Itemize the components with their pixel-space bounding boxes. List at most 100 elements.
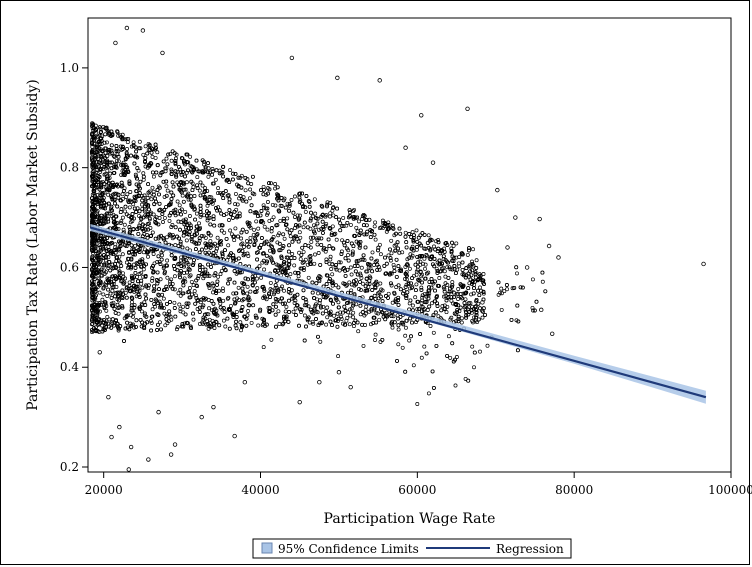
scatter-point xyxy=(287,230,292,235)
scatter-point xyxy=(351,216,356,221)
scatter-point xyxy=(179,258,184,263)
scatter-point xyxy=(329,298,333,303)
scatter-point xyxy=(259,275,264,280)
scatter-point xyxy=(91,275,96,280)
scatter-point xyxy=(108,291,113,296)
scatter-point xyxy=(162,194,167,199)
scatter-point xyxy=(99,267,104,272)
scatter-point xyxy=(137,305,142,310)
scatter-point xyxy=(452,311,457,316)
scatter-point xyxy=(168,300,172,304)
scatter-point xyxy=(155,188,160,192)
scatter-point xyxy=(305,225,310,230)
scatter-point xyxy=(342,282,347,286)
scatter-point xyxy=(164,193,169,198)
scatter-point xyxy=(244,323,249,328)
scatter-point xyxy=(281,302,286,306)
scatter-point xyxy=(198,262,202,267)
scatter-point xyxy=(246,309,251,313)
scatter-point xyxy=(176,291,181,296)
scatter-point xyxy=(135,176,139,181)
scatter-point xyxy=(408,298,413,303)
scatter-point xyxy=(131,140,136,145)
scatter-point xyxy=(415,254,420,259)
scatter-point xyxy=(94,150,99,154)
scatter-point xyxy=(446,260,450,265)
scatter-point xyxy=(262,294,267,299)
scatter-point xyxy=(180,245,185,250)
scatter-point xyxy=(90,318,94,323)
scatter-point xyxy=(222,309,227,314)
scatter-point xyxy=(250,274,255,279)
scatter-point xyxy=(92,189,97,194)
scatter-point xyxy=(144,296,149,301)
scatter-point xyxy=(168,282,173,287)
scatter-point xyxy=(469,310,474,315)
scatter-point xyxy=(339,314,343,319)
scatter-point xyxy=(119,263,124,268)
scatter-point xyxy=(432,279,437,284)
scatter-point xyxy=(269,229,274,234)
scatter-point xyxy=(380,288,385,293)
scatter-point xyxy=(450,283,455,288)
scatter-point xyxy=(398,287,403,292)
scatter-point xyxy=(416,299,421,304)
scatter-point xyxy=(327,226,332,230)
scatter-point xyxy=(273,312,278,317)
scatter-point xyxy=(112,165,116,170)
scatter-point xyxy=(91,164,96,169)
scatter-point xyxy=(282,314,286,319)
scatter-point xyxy=(376,248,380,253)
scatter-point xyxy=(172,306,177,310)
scatter-point xyxy=(143,273,148,278)
scatter-point xyxy=(247,196,252,201)
scatter-point xyxy=(387,272,392,277)
scatter-point xyxy=(106,287,111,292)
scatter-point xyxy=(282,260,287,264)
scatter-point xyxy=(100,192,105,197)
scatter-point xyxy=(435,293,439,298)
scatter-point xyxy=(303,297,308,302)
scatter-point xyxy=(244,229,249,234)
scatter-point xyxy=(165,162,170,167)
scatter-point xyxy=(154,215,159,220)
scatter-point xyxy=(236,175,241,180)
scatter-point xyxy=(463,310,468,314)
scatter-point xyxy=(99,213,104,218)
scatter-point xyxy=(346,253,350,258)
scatter-point xyxy=(113,274,118,279)
scatter-point xyxy=(192,240,197,245)
scatter-point xyxy=(385,227,390,232)
scatter-point xyxy=(285,227,290,232)
scatter-point xyxy=(145,235,150,240)
scatter-point xyxy=(159,233,163,238)
scatter-point xyxy=(221,318,226,323)
scatter-point xyxy=(92,193,97,198)
scatter-point xyxy=(381,314,386,319)
scatter-point xyxy=(368,275,373,280)
scatter-point xyxy=(173,256,178,261)
scatter-point xyxy=(407,232,412,236)
scatter-point xyxy=(127,262,132,267)
scatter-point xyxy=(224,236,229,241)
scatter-point xyxy=(411,363,416,368)
scatter-point xyxy=(95,313,100,318)
scatter-point xyxy=(145,250,150,255)
scatter-point xyxy=(280,246,285,250)
scatter-point xyxy=(230,256,235,261)
scatter-point xyxy=(197,305,202,310)
scatter-point xyxy=(284,304,289,309)
scatter-point xyxy=(422,256,427,261)
scatter-point xyxy=(290,252,295,256)
scatter-point xyxy=(178,275,182,280)
scatter-point xyxy=(269,238,274,243)
scatter-point xyxy=(133,324,138,329)
scatter-point xyxy=(274,299,279,304)
scatter-point xyxy=(324,221,329,226)
scatter-point xyxy=(104,202,109,207)
scatter-point xyxy=(168,151,173,156)
scatter-point xyxy=(337,217,342,222)
scatter-point xyxy=(324,294,329,299)
scatter-point xyxy=(218,272,223,277)
scatter-point xyxy=(400,345,405,350)
